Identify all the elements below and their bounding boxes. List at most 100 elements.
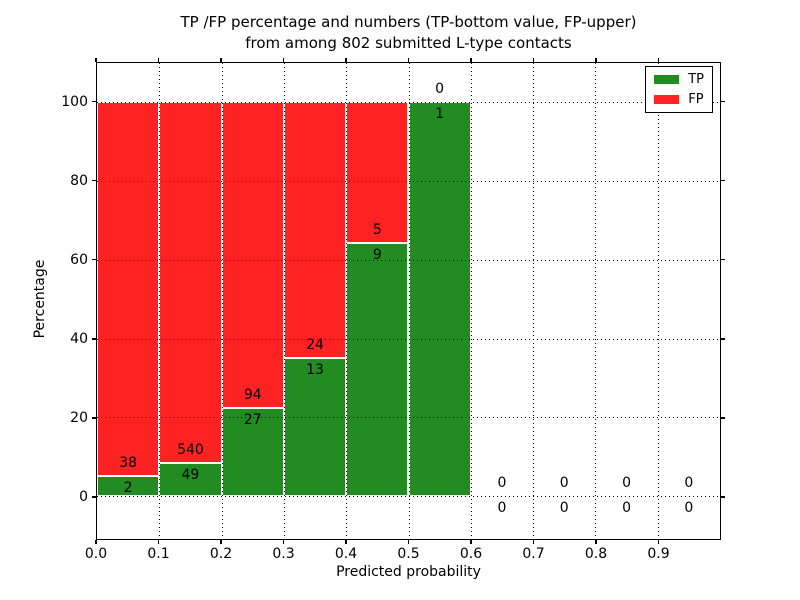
x-tick-label: 0.9: [647, 546, 670, 562]
fp-count-label: 0: [559, 475, 569, 492]
tp-count-label: 13: [306, 361, 324, 378]
x-tick-bottom: [470, 540, 472, 544]
x-tick-label: 0.7: [522, 546, 545, 562]
chart-title-line2: from among 802 submitted L-type contacts: [245, 34, 572, 52]
x-gridline: [470, 63, 472, 539]
x-tick-top: [407, 58, 410, 62]
y-tick-right: [721, 258, 725, 261]
y-tick-left: [92, 179, 96, 182]
y-tick-label: 0: [79, 488, 88, 505]
legend-item-tp: TP: [654, 73, 704, 86]
y-tick-right: [721, 100, 725, 103]
x-tick-bottom: [595, 540, 597, 544]
tp-count-label: 27: [243, 412, 262, 429]
x-gridline: [408, 63, 410, 539]
x-tick-label: 0.6: [459, 546, 483, 562]
y-tick-label: 20: [70, 409, 88, 426]
x-tick-bottom: [345, 540, 347, 544]
fp-count-label: 24: [306, 336, 324, 353]
x-gridline: [595, 63, 597, 539]
bar-segment-fp: [159, 102, 222, 464]
y-tick-left: [92, 258, 96, 261]
x-gridline: [533, 63, 535, 539]
fp-count-label: 38: [119, 455, 138, 472]
chart-title-line1: TP /FP percentage and numbers (TP-bottom…: [180, 13, 637, 31]
x-tick-label: 0.8: [584, 546, 608, 562]
x-axis-label: Predicted probability: [336, 564, 481, 580]
x-tick-bottom: [657, 540, 660, 544]
x-tick-bottom: [220, 540, 222, 544]
tp-count-label: 0: [559, 500, 569, 517]
x-tick-top: [657, 58, 660, 62]
bar-segment-tp: [346, 242, 409, 497]
bar-segment-fp: [221, 102, 284, 409]
fp-count-label: 0: [497, 475, 507, 492]
fp-count-label: 0: [622, 475, 632, 492]
bar-segment-tp: [159, 463, 222, 497]
x-tick-label: 0.0: [84, 546, 108, 562]
y-tick-right: [721, 179, 725, 182]
bar-segment-tp: [408, 102, 471, 497]
tp-color-swatch: [654, 75, 680, 84]
legend-label-fp: FP: [688, 92, 704, 107]
x-tick-bottom: [407, 540, 410, 544]
x-tick-top: [282, 58, 285, 62]
x-gridline: [657, 63, 659, 539]
y-tick-right: [721, 417, 725, 419]
tp-count-label: 1: [435, 106, 445, 123]
fp-count-label: 0: [684, 475, 694, 492]
x-tick-top: [157, 58, 160, 62]
fp-count-label: 5: [372, 221, 382, 238]
tp-count-label: 49: [181, 467, 200, 484]
y-tick-left: [92, 338, 96, 340]
y-tick-label: 40: [70, 330, 88, 347]
x-tick-top: [345, 58, 347, 62]
tp-count-label: 9: [372, 246, 382, 263]
bar-segment-tp: [283, 357, 347, 497]
y-tick-right: [721, 338, 725, 340]
fp-count-label: 540: [177, 442, 204, 459]
bar-segment-fp: [283, 102, 347, 358]
x-tick-top: [220, 58, 222, 62]
x-tick-top: [95, 58, 97, 62]
plot-area: TP FP 38 2 540 49 94 27 24 13 5 9 0 1 0 0 0 0 0 0 0 0: [96, 62, 721, 540]
y-tick-right: [721, 496, 725, 498]
fp-count-label: 0: [435, 81, 445, 98]
x-tick-label: 0.1: [147, 546, 170, 562]
bar-segment-tp: [97, 476, 160, 497]
legend-label-tp: TP: [688, 72, 704, 87]
tp-count-label: 0: [622, 500, 632, 517]
y-tick-label: 60: [70, 251, 88, 268]
legend-item-fp: FP: [654, 93, 704, 106]
x-tick-bottom: [157, 540, 160, 544]
bar-segment-fp: [97, 102, 160, 477]
x-tick-label: 0.4: [334, 546, 358, 562]
x-tick-top: [595, 58, 597, 62]
legend: TP FP: [645, 66, 713, 113]
x-tick-label: 0.2: [209, 546, 233, 562]
x-tick-label: 0.3: [272, 546, 295, 562]
fp-count-label: 94: [243, 387, 262, 404]
tp-count-label: 0: [684, 500, 694, 517]
x-tick-label: 0.5: [397, 546, 420, 562]
x-tick-bottom: [532, 540, 535, 544]
x-tick-bottom: [95, 540, 97, 544]
tp-count-label: 2: [123, 480, 133, 497]
x-tick-top: [532, 58, 535, 62]
y-tick-label: 80: [70, 172, 88, 189]
y-tick-label: 100: [61, 93, 88, 110]
y-tick-left: [92, 417, 96, 419]
y-tick-left: [92, 100, 96, 103]
tp-count-label: 0: [497, 500, 507, 517]
x-tick-bottom: [282, 540, 285, 544]
fp-color-swatch: [654, 95, 680, 104]
x-gridline: [346, 63, 348, 539]
y-tick-left: [92, 496, 96, 498]
bar-segment-tp: [221, 408, 284, 497]
x-gridline: [221, 63, 223, 539]
x-tick-top: [470, 58, 472, 62]
x-gridline: [283, 63, 285, 539]
chart-title: TP /FP percentage and numbers (TP-bottom…: [96, 12, 721, 54]
y-axis-label: Percentage: [32, 259, 48, 339]
